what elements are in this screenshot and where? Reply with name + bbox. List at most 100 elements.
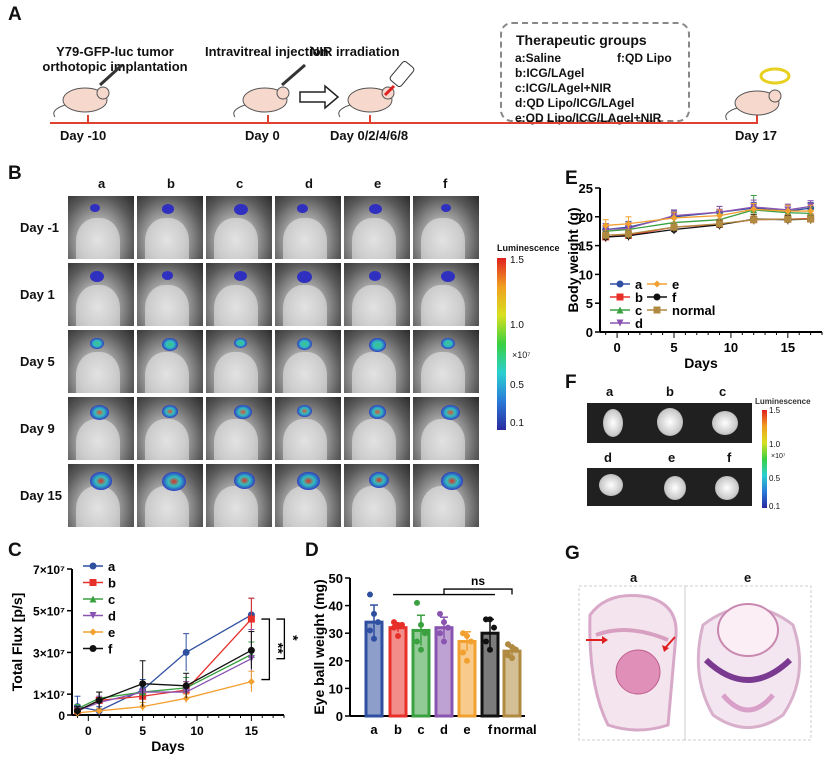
luminescence-colorbar	[497, 258, 506, 430]
tumor-signal	[90, 338, 104, 350]
tumor-signal	[297, 204, 308, 213]
x-tick-label: 10	[724, 340, 738, 355]
x-tick-label: d	[440, 722, 448, 737]
y-axis-label: Total Flux [p/s]	[9, 593, 25, 692]
colorbar-tick: 1.5	[510, 255, 524, 266]
legend-label-c: c	[635, 303, 642, 318]
laser-icon	[383, 61, 415, 97]
data-point-normal	[716, 220, 724, 228]
colorbar-tick: 1.5	[769, 406, 781, 415]
significance-bracket	[443, 588, 513, 595]
data-point-e	[807, 207, 815, 215]
x-tick-label: e	[463, 722, 470, 737]
data-point-d	[437, 630, 443, 637]
data-point-c	[418, 621, 424, 628]
row-label: Day 9	[20, 421, 55, 436]
tumor-signal	[234, 472, 255, 489]
colorbar-tick: 0.1	[769, 502, 781, 511]
legend-marker	[89, 612, 97, 619]
legend-label-c: c	[108, 592, 115, 607]
legend-label-f: f	[672, 290, 677, 305]
tumor-signal	[369, 271, 381, 281]
tumor-signal	[441, 338, 455, 350]
groups-title: Therapeutic groups	[516, 32, 647, 48]
significance-label: ns	[471, 574, 485, 588]
y-tick-label: 10	[329, 681, 343, 696]
step-nir: NIR irradiation	[310, 44, 400, 59]
tumor-signal	[162, 338, 178, 351]
bioluminescence-image	[344, 263, 410, 326]
bioluminescence-image	[344, 464, 410, 527]
y-tick-label: 5×10⁷	[33, 605, 65, 619]
y-tick-label: 0	[58, 709, 65, 723]
legend-label-e: e	[108, 625, 115, 640]
tumor-signal	[441, 405, 460, 421]
bioluminescence-image	[344, 330, 410, 393]
series-line-a	[77, 614, 252, 712]
y-tick-label: 0	[336, 709, 343, 724]
data-point-d	[445, 624, 451, 631]
halo-icon	[759, 67, 791, 85]
data-point-e	[670, 214, 678, 222]
arrow-icon	[662, 636, 676, 652]
legend-marker	[616, 293, 624, 301]
significance-label: **	[270, 643, 286, 654]
tumor-signal	[441, 271, 455, 283]
data-point-a	[371, 635, 377, 642]
x-tick-label: 5	[670, 340, 677, 355]
row-label: Day -1	[20, 220, 60, 235]
legend-label-b: b	[635, 290, 643, 305]
bar-b	[388, 626, 408, 718]
legend-label-normal: normal	[672, 303, 715, 318]
x-tick-label: 15	[781, 340, 795, 355]
y-tick-label: 25	[579, 181, 593, 196]
y-tick-label: 1×10⁷	[33, 688, 65, 702]
group-c: c:ICG/LAgel+NIR	[515, 81, 612, 95]
column-label-c: c	[236, 176, 244, 191]
tumor-signal	[162, 271, 173, 280]
data-point-e	[784, 207, 792, 215]
bioluminescence-image	[344, 397, 410, 460]
data-point-e	[624, 220, 632, 228]
bioluminescence-image	[137, 397, 203, 460]
data-point-a	[367, 627, 373, 634]
data-point-c	[422, 630, 428, 637]
step-implantation-line2: orthotopic implantation	[42, 59, 188, 74]
panel-a-label: A	[8, 4, 22, 25]
legend-label-a: a	[108, 559, 116, 574]
bioluminescence-image	[68, 464, 134, 527]
data-point-b	[391, 624, 397, 631]
x-tick-label: b	[394, 722, 402, 737]
tumor-signal	[441, 204, 451, 212]
panel-c-label: C	[8, 540, 22, 561]
y-tick-label: 3×10⁷	[33, 646, 65, 660]
row-label: Day 5	[20, 354, 55, 369]
legend-marker	[89, 562, 97, 570]
data-point-normal	[513, 646, 519, 653]
legend-label-f: f	[108, 642, 113, 657]
data-point-c	[418, 646, 424, 653]
column-label-b: b	[167, 176, 175, 191]
bioluminescence-image	[137, 330, 203, 393]
x-tick-label: 5	[139, 724, 146, 738]
tumor-signal	[441, 472, 463, 490]
colorbar-tick: 0.5	[510, 380, 524, 391]
significance-label: *	[285, 635, 301, 641]
tumor-signal	[234, 405, 252, 420]
bioluminescence-image	[344, 196, 410, 259]
f-colorbar-title: Luminescence	[755, 397, 811, 406]
day-label: Day 0/2/4/6/8	[330, 128, 409, 143]
colorbar-scale: ×10⁷	[512, 350, 531, 360]
bioluminescence-image	[206, 330, 272, 393]
significance-bracket	[276, 618, 286, 660]
y-tick-label: 40	[329, 599, 343, 614]
bioluminescence-image	[137, 196, 203, 259]
bioluminescence-image	[413, 397, 479, 460]
x-axis-label: Days	[151, 738, 185, 754]
x-tick-label: a	[370, 722, 378, 737]
bioluminescence-image	[413, 330, 479, 393]
y-tick-label: 10	[579, 267, 593, 282]
legend-marker	[653, 280, 661, 288]
ex-vivo-image-top	[587, 403, 752, 443]
